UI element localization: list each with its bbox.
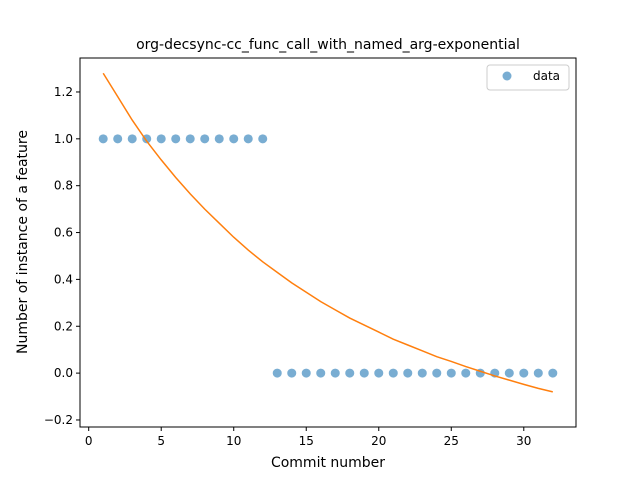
data-point: [214, 134, 224, 144]
data-point: [185, 134, 195, 144]
legend: data: [486, 64, 570, 91]
ticks: 0 5 10 15 20 25 30 −0.2 0.0 0.2 0.4 0.6 0.8 1.0 1.2: [44, 85, 532, 448]
data-point: [301, 368, 311, 378]
y-tick-label: 0.8: [54, 179, 73, 193]
data-point: [171, 134, 181, 144]
data-point: [243, 134, 253, 144]
data-point: [287, 368, 297, 378]
data-point: [330, 368, 340, 378]
data-point: [98, 134, 108, 144]
x-axis-label: Commit number: [271, 455, 385, 471]
y-tick-label: 0.0: [54, 366, 73, 380]
y-axis-label: Number of instance of a feature: [15, 130, 31, 354]
data-point: [403, 368, 413, 378]
data-point: [142, 134, 152, 144]
data-point: [345, 368, 355, 378]
data-point: [548, 368, 558, 378]
y-tick-label: −0.2: [44, 413, 73, 427]
x-tick-label: 20: [371, 434, 386, 448]
legend-box: [486, 64, 570, 91]
plot-frame: [79, 57, 577, 428]
chart-title: org-decsync-cc_func_call_with_named_arg-…: [136, 37, 520, 53]
data-point: [272, 368, 282, 378]
legend-label-data: data: [533, 69, 560, 83]
data-point: [432, 368, 442, 378]
y-tick-label: 0.6: [54, 226, 73, 240]
x-tick-label: 30: [516, 434, 531, 448]
data-point: [359, 368, 369, 378]
data-point: [200, 134, 210, 144]
data-point: [316, 368, 326, 378]
data-point: [417, 368, 427, 378]
fit-line: [102, 72, 553, 393]
data-point: [258, 134, 268, 144]
data-point: [446, 368, 456, 378]
data-point: [533, 368, 543, 378]
x-tick-label: 15: [299, 434, 314, 448]
x-tick-label: 0: [85, 434, 93, 448]
y-tick-label: 0.4: [54, 272, 73, 286]
data-point: [504, 368, 514, 378]
plot-area: [80, 58, 576, 427]
data-point: [461, 368, 471, 378]
data-point: [519, 368, 529, 378]
y-tick-label: 1.0: [54, 132, 73, 146]
chart-marks: [98, 72, 558, 393]
x-tick-label: 25: [444, 434, 459, 448]
x-tick-label: 5: [157, 434, 165, 448]
data-point: [229, 134, 239, 144]
y-tick-label: 1.2: [54, 85, 73, 99]
y-tick-label: 0.2: [54, 319, 73, 333]
x-tick-label: 10: [226, 434, 241, 448]
legend-marker: [502, 71, 512, 81]
data-point: [127, 134, 137, 144]
data-point: [374, 368, 384, 378]
data-point: [113, 134, 123, 144]
data-point: [156, 134, 166, 144]
data-point: [388, 368, 398, 378]
